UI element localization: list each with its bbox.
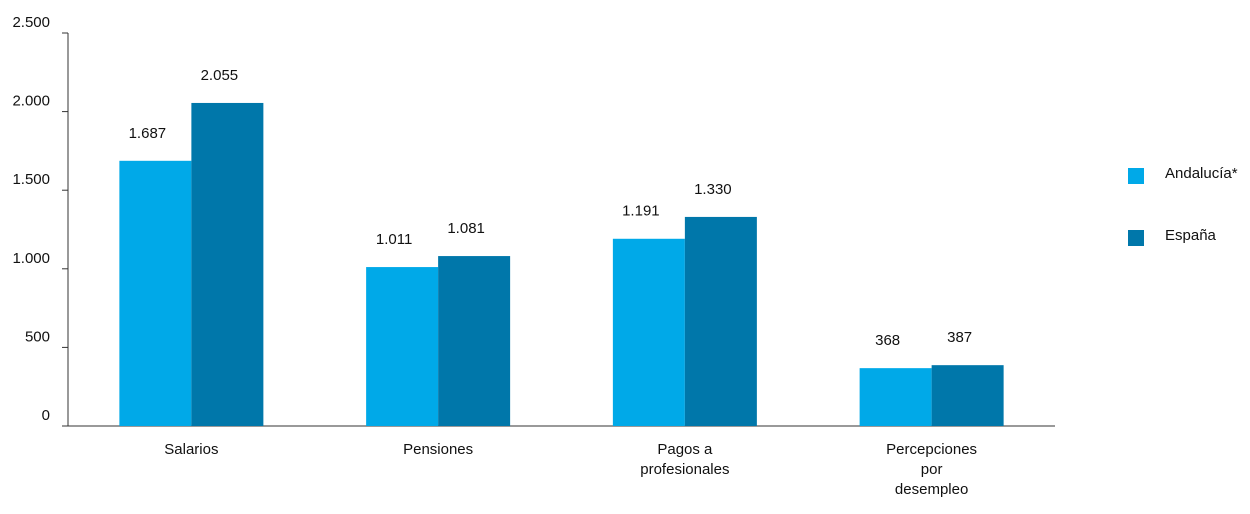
value-label: 1.081 [447, 220, 485, 237]
value-label: 1.330 [694, 181, 732, 198]
legend-swatch [1128, 168, 1144, 184]
value-label: 387 [947, 329, 972, 346]
y-tick-label: 0 [42, 407, 50, 424]
x-tick-label: Percepciones por desempleo [886, 441, 977, 498]
x-tick-label: Pagos a profesionales [640, 441, 729, 478]
value-label: 1.191 [622, 203, 660, 220]
x-tick-label: Pensiones [403, 441, 473, 458]
value-label: 1.687 [129, 125, 167, 142]
bar [859, 368, 932, 426]
value-label: 368 [875, 332, 900, 349]
y-tick-label: 1.500 [12, 171, 50, 188]
bar [119, 160, 192, 427]
legend-swatch [1128, 230, 1144, 246]
legend-label: España [1165, 227, 1217, 244]
bar [438, 256, 511, 426]
bar [366, 267, 439, 426]
y-tick-label: 2.500 [12, 14, 50, 31]
value-label: 1.011 [376, 231, 412, 248]
bar [931, 365, 1004, 426]
y-tick-label: 2.000 [12, 93, 50, 110]
legend-label: Andalucía* [1165, 165, 1238, 182]
bar [684, 216, 757, 426]
y-tick-label: 1.000 [12, 250, 50, 267]
bar [191, 102, 264, 426]
bar [612, 238, 685, 426]
x-tick-label: Salarios [164, 441, 218, 458]
y-tick-label: 500 [25, 328, 50, 345]
value-label: 2.055 [201, 67, 239, 84]
